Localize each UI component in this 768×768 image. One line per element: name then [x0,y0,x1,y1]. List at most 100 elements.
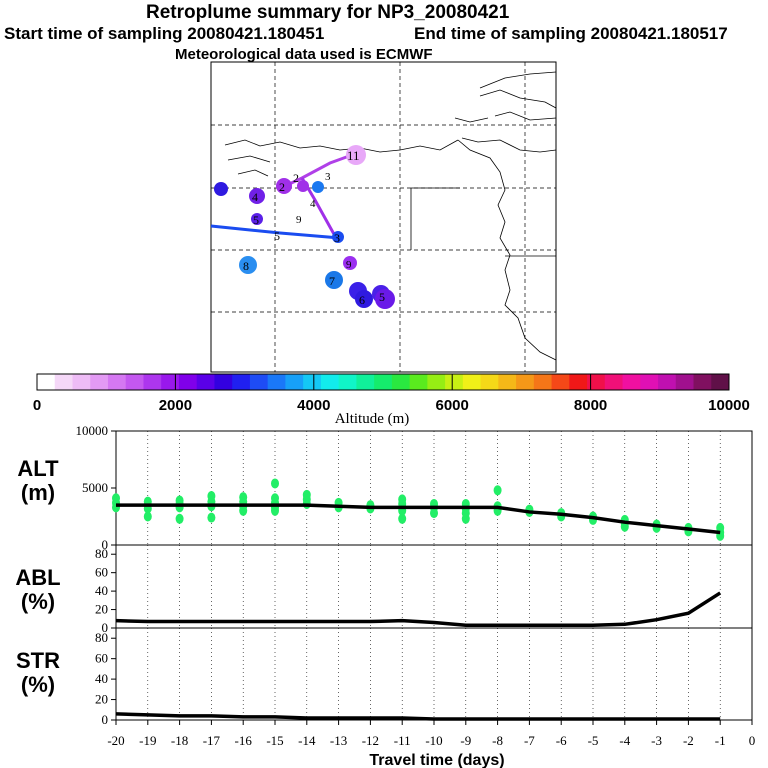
colorbar-cell [551,374,570,390]
alt-label: ALT [17,456,59,481]
x-tick-label: -19 [139,733,156,748]
abl-label: ABL [15,565,60,590]
colorbar-cell [640,374,659,390]
colorbar-cell [54,374,73,390]
x-tick-label: -4 [619,733,630,748]
colorbar-cell [320,374,340,390]
colorbar-cell [107,374,127,390]
x-tick-label: -17 [203,733,221,748]
x-tick-label: -9 [460,733,471,748]
str-panel: 0 20 40 60 80 [95,627,753,727]
map-panel: 11 2 2 3 4 5 9 4 5 3 8 9 7 6 [210,61,557,373]
scatter-point [271,505,279,516]
x-tick-label: -13 [330,733,347,748]
colorbar-cell [161,374,180,390]
scatter-point [398,513,407,524]
colorbar-cell [587,374,606,390]
scatter-point [207,512,216,523]
colorbar-label: Altitude (m) [335,411,410,427]
colorbar-cell [232,374,251,390]
svg-text:3: 3 [334,231,340,245]
colorbar-cell [267,374,286,390]
colorbar-tick-labels: 0 2000 4000 6000 8000 10000 [33,397,750,414]
met-data: Meteorological data used is ECMWF [175,46,433,63]
colorbar-cell [374,374,393,390]
x-axis-label: Travel time (days) [369,752,504,768]
x-tick-label: -18 [171,733,188,748]
colorbar-tick-label: 4000 [297,397,330,414]
colorbar-cell [516,374,535,390]
colorbar-cell [37,374,56,390]
colorbar-cell [391,374,411,390]
y-tick-label: 5000 [82,480,108,495]
track-2 [210,224,341,240]
scatter-point [493,485,502,496]
y-tick-label: 80 [95,630,108,645]
page-title: Retroplume summary for NP3_20080421 [146,2,510,23]
colorbar-tick-label: 6000 [436,397,469,414]
colorbar-cell [303,374,322,390]
colorbar-cell [480,374,499,390]
str-line [115,712,721,721]
svg-text:5: 5 [253,213,259,227]
scatter-point [239,505,248,516]
x-tick-label: -6 [556,733,567,748]
colorbar-cell [178,374,198,390]
y-tick-label: 10000 [76,423,109,438]
colorbar-cell [658,374,677,390]
svg-text:2: 2 [293,171,299,185]
x-tick-label: -14 [298,733,316,748]
scatter-point [143,511,152,522]
svg-text:2: 2 [279,180,285,194]
svg-text:5: 5 [274,229,280,243]
y-tick-label: 0 [102,537,109,552]
colorbar-cell [604,374,624,390]
colorbar-cell [338,374,357,390]
colorbar-cell [72,374,91,390]
scatter-point [430,508,438,519]
svg-text:6: 6 [359,293,365,307]
x-tick-label: -3 [651,733,662,748]
svg-text:11: 11 [347,148,360,163]
x-tick-label: -2 [683,733,694,748]
y-tick-label: 80 [95,546,108,561]
colorbar-tick-label: 10000 [708,397,750,414]
scatter-point [175,513,184,524]
x-tick-label: -11 [394,733,411,748]
x-tick-label: -15 [266,733,283,748]
colorbar-cell [498,374,517,390]
colorbar-tick-label: 0 [33,397,41,414]
scatter-point [620,521,629,532]
colorbar-cell [711,374,730,390]
x-tick-label: -10 [425,733,442,748]
y-tick-label: 0 [102,620,109,635]
svg-text:3: 3 [325,171,331,183]
colorbar-cell [285,374,304,390]
colorbar-cell [356,374,375,390]
colorbar-cell [90,374,109,390]
abl-unit: (%) [21,589,55,614]
scatter-point [461,513,470,524]
colorbar-tick-label: 2000 [159,397,192,414]
colorbar-cell [143,374,162,390]
colorbar-cell [214,374,233,390]
x-tick-label: -8 [492,733,503,748]
svg-text:4: 4 [252,190,258,204]
alt-unit: (m) [21,480,55,505]
str-frame [115,627,753,721]
abl-line [115,591,722,627]
abl-panel: 0 20 40 60 80 [95,544,753,635]
x-tick-label: -12 [362,733,379,748]
x-tick-label: -20 [107,733,124,748]
scatter-point [112,493,120,504]
svg-text:9: 9 [346,259,352,271]
colorbar-cell [125,374,144,390]
svg-text:5: 5 [379,290,385,304]
alt-line [116,503,721,535]
svg-text:7: 7 [329,274,335,288]
alt-panel: 0 5000 10000 [76,423,753,552]
coastlines [224,71,557,361]
colorbar-cell [693,374,712,390]
